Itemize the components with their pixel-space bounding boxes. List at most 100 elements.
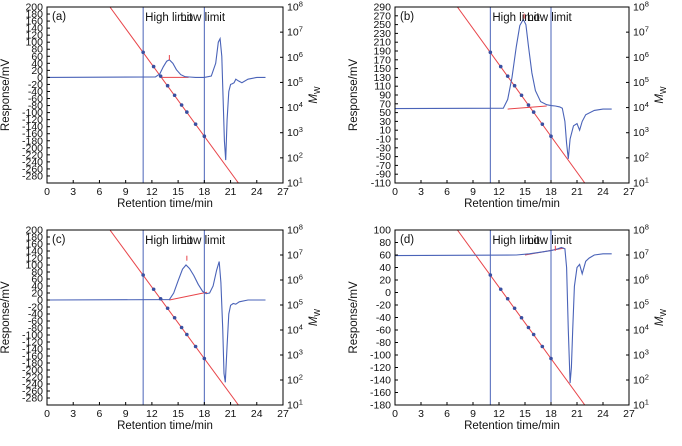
calibration-point xyxy=(172,93,177,98)
y2-tick-label: 103 xyxy=(287,348,303,362)
x-tick-label: 15 xyxy=(172,186,184,198)
calibration-point xyxy=(512,306,517,311)
x-tick-label: 12 xyxy=(146,186,158,198)
y-tick-label: -160 xyxy=(370,387,391,399)
y2-tick-label: 106 xyxy=(287,273,303,287)
y-tick-label: -280 xyxy=(22,170,43,182)
calibration-point xyxy=(151,287,156,292)
y2-tick-label: 107 xyxy=(287,25,303,39)
y-tick-label: -140 xyxy=(22,344,43,356)
y-tick-label: -80 xyxy=(376,337,391,349)
y-tick-label: -110 xyxy=(371,178,391,190)
y-tick-label: -20 xyxy=(28,302,43,314)
x-tick-label: 12 xyxy=(146,408,158,420)
y-tick-label: -90 xyxy=(376,169,391,181)
panel-tag: (c) xyxy=(52,234,66,246)
y-tick-label: 100 xyxy=(25,260,43,272)
y2-tick-label: 107 xyxy=(633,25,649,39)
y2-axis-title: MW xyxy=(654,86,668,104)
x-tick-label: 27 xyxy=(277,186,289,198)
calibration-point xyxy=(179,103,184,107)
y2-tick-label: 102 xyxy=(633,150,649,164)
x-tick-label: 21 xyxy=(225,186,237,198)
plot-frame xyxy=(394,6,630,184)
y-tick-label: -40 xyxy=(376,312,391,324)
y-tick-label: 210 xyxy=(373,37,391,49)
y-tick-label: 30 xyxy=(379,116,391,128)
high-limit-label: High limit xyxy=(492,235,540,247)
calibration-point xyxy=(185,110,189,114)
y-tick-label: 90 xyxy=(379,90,391,102)
y-tick-label: 0 xyxy=(37,72,43,84)
low-limit-label: Low limit xyxy=(180,235,226,247)
x-tick-label: 15 xyxy=(172,408,184,420)
calibration-point xyxy=(488,50,493,55)
x-tick-label: 0 xyxy=(44,186,50,198)
x-tick-label: 18 xyxy=(198,408,210,420)
panel-tag: (b) xyxy=(400,11,414,23)
x-tick-label: 0 xyxy=(392,186,398,198)
y-axis-title: Response/mV xyxy=(0,281,12,354)
baseline-segment xyxy=(169,291,208,301)
calibration-point xyxy=(519,315,524,320)
y2-tick-label: 106 xyxy=(633,50,649,64)
plot-area xyxy=(395,230,612,405)
calibration-point xyxy=(151,64,156,69)
y-tick-label: -180 xyxy=(22,358,43,370)
y-tick-label: -140 xyxy=(22,121,43,133)
x-tick-label: 3 xyxy=(70,186,76,198)
x-tick-label: 24 xyxy=(251,186,263,198)
calibration-point xyxy=(505,296,510,301)
x-tick-label: 21 xyxy=(225,408,237,420)
response-trace xyxy=(47,261,266,383)
x-tick-label: 24 xyxy=(597,186,609,198)
calibration-point xyxy=(172,315,177,320)
high-limit-label: High limit xyxy=(145,235,193,247)
y2-tick-label: 102 xyxy=(287,150,303,164)
y-tick-label: 230 xyxy=(373,28,391,40)
x-tick-label: 0 xyxy=(392,408,398,420)
x-tick-label: 6 xyxy=(97,408,103,420)
y-tick-label: 130 xyxy=(373,72,391,84)
y-axis-title: Response/mV xyxy=(0,59,12,132)
y-tick-label: -20 xyxy=(376,300,391,312)
calibration-point xyxy=(202,134,207,139)
calibration-point xyxy=(526,325,531,330)
y-tick-label: 150 xyxy=(373,63,391,75)
calibration-point xyxy=(531,110,536,114)
x-tick-label: 18 xyxy=(545,408,557,420)
y-tick-label: -120 xyxy=(22,337,43,349)
y-tick-label: 0 xyxy=(385,287,391,299)
y2-tick-label: 104 xyxy=(287,100,303,114)
calibration-point xyxy=(549,356,553,361)
y-tick-label: -220 xyxy=(22,149,43,161)
y-tick-label: 100 xyxy=(373,225,391,237)
x-tick-label: 0 xyxy=(44,408,50,420)
x-tick-label: 9 xyxy=(123,408,129,420)
y2-tick-label: 105 xyxy=(633,298,649,312)
y2-tick-label: 103 xyxy=(287,125,303,139)
calibration-point xyxy=(488,273,493,277)
high-limit-label: High limit xyxy=(145,12,193,24)
y-tick-label: 270 xyxy=(373,10,391,22)
x-axis-title: Retention time/min xyxy=(117,198,213,210)
calibration-point xyxy=(512,83,517,88)
calibration-point xyxy=(141,50,145,55)
y-tick-label: -180 xyxy=(370,400,391,412)
y2-tick-label: 101 xyxy=(287,398,303,412)
plot-area xyxy=(395,7,612,183)
y-tick-label: -200 xyxy=(22,365,43,377)
calibration-point xyxy=(165,306,170,311)
y2-axis-title: MW xyxy=(308,308,322,326)
calibration-point xyxy=(505,74,510,78)
x-tick-label: 24 xyxy=(251,408,263,420)
y2-tick-label: 107 xyxy=(633,248,649,262)
calibration-point xyxy=(540,122,545,126)
y-tick-label: 180 xyxy=(25,232,43,244)
x-tick-label: 12 xyxy=(493,186,505,198)
baseline-segment xyxy=(507,105,547,110)
y-tick-label: -60 xyxy=(28,93,43,105)
